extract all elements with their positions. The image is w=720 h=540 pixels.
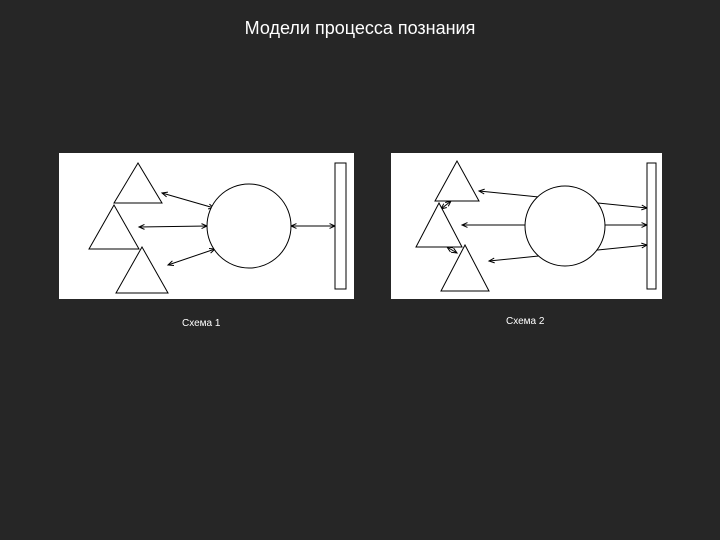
page-title: Модели процесса познания xyxy=(0,18,720,39)
diagram-caption-1: Схема 1 xyxy=(182,318,220,329)
diagram-panel-2 xyxy=(391,153,662,299)
slide: Модели процесса познания Схема 1 Схема 2 xyxy=(0,0,720,540)
diagram-panel-1 xyxy=(59,153,354,299)
diagram-caption-2: Схема 2 xyxy=(506,316,544,327)
